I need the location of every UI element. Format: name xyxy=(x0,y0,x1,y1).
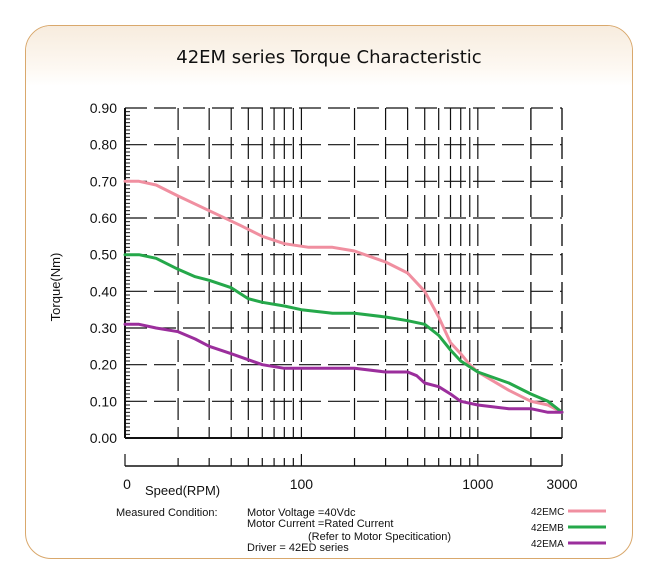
conditions-label: Measured Condition: xyxy=(116,507,218,519)
y-tick-label: 0.60 xyxy=(90,210,117,226)
condition-line: (Refer to Motor Specitication) xyxy=(308,531,451,543)
y-tick-label: 0.30 xyxy=(90,320,117,336)
y-axis-label: Torque(Nm) xyxy=(48,253,63,322)
x-tick-label: 3000 xyxy=(546,476,577,492)
y-tick-label: 0.90 xyxy=(90,100,117,116)
series-line-42emc xyxy=(123,179,564,414)
condition-line: Motor Current =Rated Current xyxy=(247,518,393,530)
y-tick-label: 0.40 xyxy=(90,283,117,299)
card-header xyxy=(26,26,632,86)
condition-line: Motor Voltage =40Vdc xyxy=(247,507,356,519)
x-tick-label: 0 xyxy=(123,476,131,492)
chart-title: 42EM series Torque Characteristic xyxy=(176,47,482,68)
legend-label: 42EMB xyxy=(531,523,564,534)
chart-card: 42EM series Torque Characteristic xyxy=(25,25,633,559)
x-tick-label: 100 xyxy=(290,476,314,492)
condition-line: Driver = 42ED series xyxy=(247,542,349,554)
y-tick-label: 0.20 xyxy=(90,357,117,373)
y-tick-label: 0.70 xyxy=(90,173,117,189)
y-tick-label: 0.50 xyxy=(90,247,117,263)
legend-label: 42EMA xyxy=(531,539,564,550)
series-line-42emb xyxy=(123,253,564,414)
legend-label: 42EMC xyxy=(531,507,564,518)
y-tick-label: 0.10 xyxy=(90,393,117,409)
x-tick-label: 1000 xyxy=(462,476,493,492)
x-axis-label: Speed(RPM) xyxy=(145,483,220,498)
series-line-42ema xyxy=(123,322,564,414)
y-tick-label: 0.00 xyxy=(90,430,117,446)
y-tick-label: 0.80 xyxy=(90,137,117,153)
